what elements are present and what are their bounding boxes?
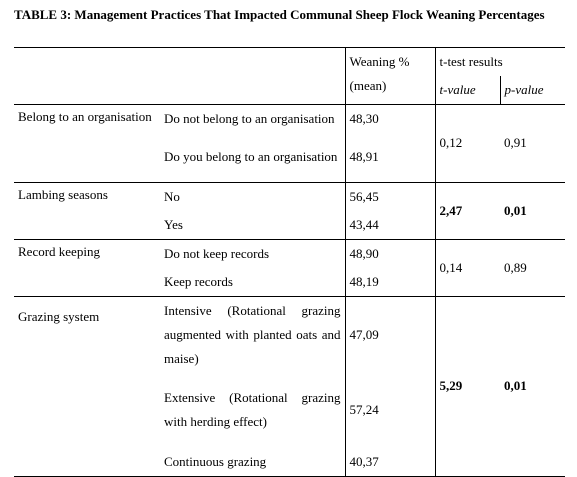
t-value: 5,29 [434, 295, 500, 477]
header-cell [160, 48, 345, 105]
group-label: Record keeping [14, 238, 160, 296]
t-value: 2,47 [434, 181, 500, 239]
table-title: TABLE 3: Management Practices That Impac… [14, 7, 545, 22]
practice: No [160, 181, 345, 211]
p-value: 0,89 [500, 238, 565, 296]
mean: 48,19 [344, 267, 435, 296]
practice: Do not keep records [160, 238, 345, 268]
page: {"title": "TABLE 3: Management Practices… [14, 7, 565, 477]
mean: 57,24 [344, 372, 435, 448]
practice: Do not belong to an organisation [160, 104, 345, 133]
p-value: 0,01 [500, 181, 565, 239]
mean: 48,30 [344, 104, 435, 133]
mean: 40,37 [344, 447, 435, 477]
t-value: 0,14 [434, 238, 500, 296]
group-label: Lambing seasons [14, 181, 160, 239]
practice: Yes [164, 216, 183, 232]
header-cell [14, 48, 160, 105]
practice: Intensive (Rotational grazing augmented … [160, 295, 345, 373]
header-t: t-value [434, 76, 500, 105]
practice: Extensive (Rotational grazing with herdi… [164, 390, 341, 429]
mean: 47,09 [344, 295, 435, 373]
t-value: 0,12 [434, 104, 500, 182]
group-label: Belong to an organisation [14, 104, 160, 182]
header-mean: Weaning % (mean) [344, 47, 435, 105]
table: Weaning % (mean) t-test results t-value … [14, 47, 565, 477]
practice: Continuous grazing [160, 447, 345, 477]
practice: Keep records [164, 273, 233, 289]
header-p: p-value [499, 76, 565, 105]
practice: Do you belong to an organisation [164, 149, 338, 165]
mean: 48,90 [344, 238, 435, 268]
header-ttest: t-test results [434, 47, 565, 76]
mean: 43,44 [344, 210, 435, 239]
mean: 48,91 [344, 133, 435, 182]
mean: 56,45 [344, 181, 435, 211]
p-value: 0,01 [500, 295, 565, 477]
group-label: Grazing system [14, 295, 160, 477]
p-value: 0,91 [500, 104, 565, 182]
